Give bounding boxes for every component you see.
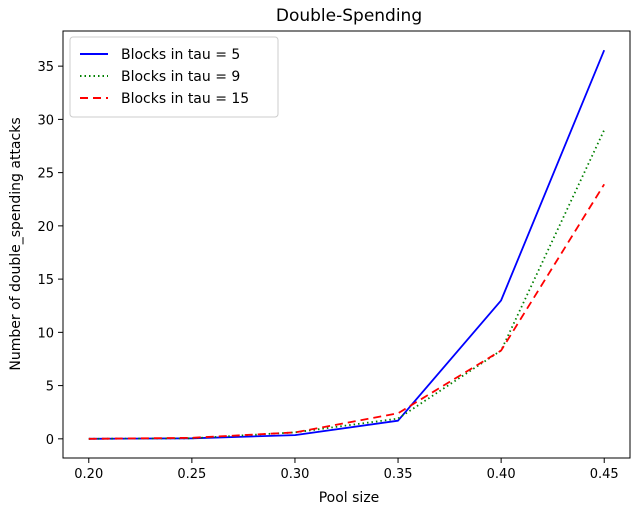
legend-label: Blocks in tau = 5 bbox=[121, 47, 240, 63]
chart-title: Double-Spending bbox=[276, 6, 422, 26]
x-tick-label: 0.30 bbox=[280, 467, 309, 482]
series-line-2 bbox=[88, 129, 606, 440]
x-tick-label: 0.40 bbox=[487, 467, 516, 482]
legend: Blocks in tau = 5 Blocks in tau = 9 Blocks… bbox=[69, 36, 279, 118]
x-axis: 0.20 0.25 0.30 0.35 0.40 0.45 bbox=[74, 458, 619, 482]
y-axis-label: Number of double_spending attacks bbox=[8, 117, 24, 370]
plot-frame bbox=[62, 30, 631, 459]
y-tick-label: 30 bbox=[37, 113, 54, 128]
y-tick-label: 35 bbox=[37, 60, 54, 75]
y-tick-label: 10 bbox=[37, 326, 54, 341]
x-tick-label: 0.20 bbox=[74, 467, 103, 482]
legend-box bbox=[69, 36, 279, 118]
plot-lines bbox=[88, 49, 606, 440]
legend-label: Blocks in tau = 15 bbox=[121, 91, 249, 107]
x-tick-label: 0.25 bbox=[177, 467, 206, 482]
y-tick-label: 15 bbox=[37, 273, 54, 288]
y-axis: 0 5 10 15 20 25 30 35 bbox=[37, 60, 63, 448]
x-axis-label: Pool size bbox=[319, 490, 380, 506]
x-tick-label: 0.45 bbox=[590, 467, 619, 482]
y-tick-label: 20 bbox=[37, 220, 54, 235]
y-tick-label: 0 bbox=[46, 433, 54, 448]
legend-label: Blocks in tau = 9 bbox=[121, 69, 240, 85]
y-tick-label: 5 bbox=[46, 380, 54, 395]
y-tick-label: 25 bbox=[37, 167, 54, 182]
series-line-3 bbox=[88, 183, 605, 440]
x-tick-label: 0.35 bbox=[384, 467, 413, 482]
